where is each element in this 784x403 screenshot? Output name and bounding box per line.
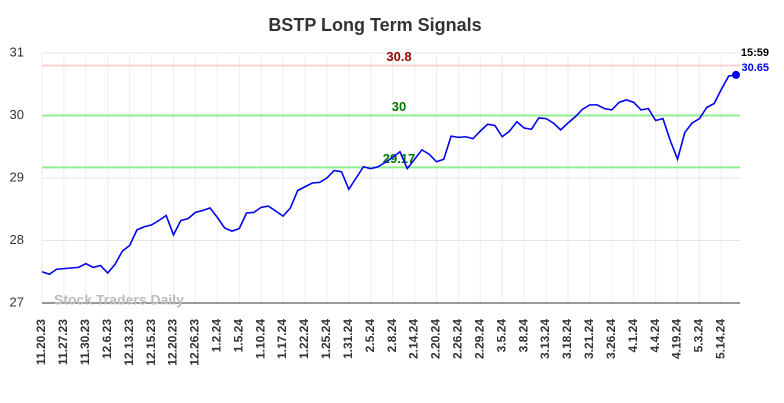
x-tick-label: 1.2.24 xyxy=(209,319,223,353)
x-tick-label: 2.8.24 xyxy=(385,319,399,353)
last-point xyxy=(732,70,740,79)
x-tick-label: 2.26.24 xyxy=(451,319,465,359)
x-tick-label: 2.14.24 xyxy=(407,319,421,359)
reference-label: 30.8 xyxy=(386,49,411,64)
last-time: 15:59 xyxy=(741,47,769,59)
x-tick-label: 1.25.24 xyxy=(319,319,333,359)
x-tick-label: 12.20.23 xyxy=(166,319,180,366)
reference-label: 29.17 xyxy=(383,151,416,166)
y-tick-label: 30 xyxy=(10,107,24,122)
x-tick-label: 3.21.24 xyxy=(582,319,596,359)
x-tick-label: 12.13.23 xyxy=(122,319,136,366)
x-tick-label: 5.3.24 xyxy=(692,319,706,353)
x-tick-label: 1.5.24 xyxy=(231,319,245,353)
x-tick-label: 3.26.24 xyxy=(604,319,618,359)
x-tick-label: 4.19.24 xyxy=(670,319,684,359)
x-tick-label: 3.13.24 xyxy=(538,319,552,359)
price-line xyxy=(41,74,737,276)
last-value: 30.65 xyxy=(741,62,769,74)
x-tick-label: 11.20.23 xyxy=(34,319,48,365)
x-tick-label: 11.30.23 xyxy=(78,319,92,365)
x-tick-label: 1.31.24 xyxy=(341,319,355,359)
y-tick-label: 29 xyxy=(10,169,24,184)
x-tick-label: 12.26.23 xyxy=(188,319,202,366)
watermark: Stock Traders Daily xyxy=(54,292,184,308)
y-tick-label: 27 xyxy=(10,294,24,309)
x-tick-label: 2.29.24 xyxy=(472,319,486,359)
x-tick-label: 3.5.24 xyxy=(494,319,508,353)
x-tick-label: 12.15.23 xyxy=(144,319,158,366)
x-tick-label: 2.20.24 xyxy=(429,319,443,359)
y-tick-label: 28 xyxy=(10,232,24,247)
x-tick-label: 1.22.24 xyxy=(297,319,311,359)
x-tick-label: 3.18.24 xyxy=(560,319,574,359)
x-tick-label: 4.1.24 xyxy=(626,319,640,353)
x-tick-label: 2.5.24 xyxy=(363,319,377,353)
x-tick-label: 1.10.24 xyxy=(253,319,267,359)
x-tick-label: 3.8.24 xyxy=(516,319,530,353)
reference-label: 30 xyxy=(392,99,406,114)
x-tick-label: 12.6.23 xyxy=(100,319,114,359)
chart-title: BSTP Long Term Signals xyxy=(268,15,481,35)
y-tick-label: 31 xyxy=(10,44,24,59)
x-tick-label: 11.27.23 xyxy=(56,319,70,365)
x-tick-label: 1.17.24 xyxy=(275,319,289,359)
x-tick-label: 5.14.24 xyxy=(714,319,728,359)
x-tick-label: 4.4.24 xyxy=(648,319,662,353)
